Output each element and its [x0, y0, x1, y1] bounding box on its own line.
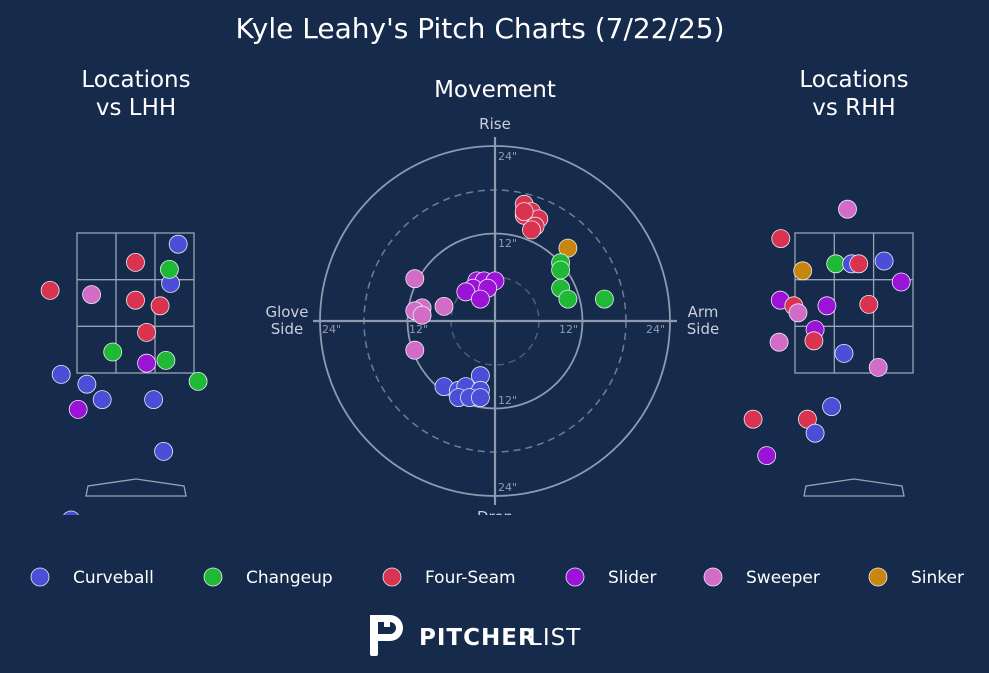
legend-label-curveball: Curveball [73, 568, 154, 588]
pitcherlist-p-icon [370, 615, 403, 656]
ring-label-bottom-24: 24" [498, 481, 517, 494]
pitcherlist-logo: PITCHER LIST [370, 615, 581, 656]
rhh-curveball-point-16 [834, 343, 854, 363]
movement-title: Movement [434, 77, 556, 103]
lhh-four-seam-point-14 [126, 290, 145, 310]
rhh-sweeper-point-10 [788, 303, 808, 323]
movement-changeup-point-12 [595, 289, 614, 309]
rhh-four-seam-point-14 [804, 331, 824, 351]
lhh-curveball-point-5 [144, 390, 164, 410]
lhh-changeup-point-10 [156, 350, 176, 370]
rhh-slider-point-11 [817, 296, 837, 316]
movement-four-seam-point-5 [522, 220, 541, 240]
axis-label-arm-2: Side [687, 320, 719, 338]
lhh-four-seam-point-15 [150, 296, 170, 316]
lhh-curveball-point-6 [154, 441, 174, 461]
chart-title: Kyle Leahy's Pitch Charts (7/22/25) [235, 12, 724, 45]
movement-sweeper-point-25 [405, 340, 425, 360]
movement-slider-point-19 [470, 289, 490, 309]
legend-label-slider: Slider [608, 568, 656, 588]
ring-label-left-24: 24" [322, 323, 341, 336]
movement-sweeper-point-24 [412, 305, 432, 325]
rhh-sweeper-point-15 [769, 332, 789, 352]
rhh-sweeper-point-17 [868, 357, 888, 377]
movement-changeup-point-11 [558, 289, 578, 309]
rhh-slider-point-7 [891, 272, 911, 292]
plot-bottom-mask [0, 515, 989, 673]
rhh-curveball-point-18 [822, 397, 841, 417]
lhh-changeup-point-8 [159, 259, 179, 279]
rhh-changeup-point-2 [826, 254, 846, 274]
rhh-four-seam-point-4 [849, 254, 869, 274]
rhh-home-plate [803, 478, 905, 497]
lhh-points [40, 234, 208, 530]
lhh-title-line1: Locations [81, 67, 190, 93]
lhh-four-seam-point-13 [40, 280, 60, 300]
movement-points [405, 194, 614, 408]
legend-marker-sinker [868, 567, 888, 587]
rhh-sinker-point-6 [793, 261, 813, 281]
movement-grid [313, 137, 677, 505]
movement-changeup-point-9 [551, 260, 570, 280]
lhh-curveball-point-3 [77, 374, 97, 394]
lhh-curveball-point-2 [51, 364, 71, 384]
movement-sweeper-point-20 [405, 269, 425, 289]
lhh-slider-point-17 [137, 353, 157, 373]
ring-label-bottom-12: 12" [498, 394, 517, 407]
legend-marker-slider [565, 567, 585, 587]
legend-label-sweeper: Sweeper [746, 568, 820, 588]
lhh-curveball-point-4 [92, 390, 112, 410]
legend-marker-curveball [30, 567, 50, 587]
lhh-changeup-point-11 [188, 371, 208, 391]
ring-label-top-12: 12" [498, 237, 517, 250]
rhh-curveball-point-5 [874, 251, 894, 271]
axis-label-arm-1: Arm [688, 303, 719, 321]
lhh-changeup-point-9 [103, 342, 123, 362]
brand-light: LIST [529, 625, 581, 651]
ring-label-left-12: 12" [409, 323, 428, 336]
legend-marker-four-seam [382, 567, 402, 587]
rhh-points [743, 199, 911, 466]
legend-label-sinker: Sinker [911, 568, 964, 588]
lhh-curveball-point-0 [168, 234, 188, 254]
rhh-curveball-point-21 [805, 423, 825, 443]
lhh-four-seam-point-12 [126, 252, 145, 272]
ring-label-top-24: 24" [498, 150, 517, 163]
rhh-slider-point-22 [757, 446, 777, 466]
axis-label-rise: Rise [479, 115, 511, 133]
lhh-four-seam-point-16 [137, 322, 157, 342]
lhh-slider-point-18 [68, 399, 88, 419]
movement-curveball-point-33 [470, 388, 490, 408]
axis-label-glove-1: Glove [265, 303, 308, 321]
rhh-strike-zone [794, 232, 914, 374]
rhh-title-line2: vs RHH [812, 95, 895, 121]
lhh-title-line2: vs LHH [96, 95, 176, 121]
lhh-sweeper-point-19 [82, 285, 101, 305]
legend-label-changeup: Changeup [246, 568, 333, 588]
rhh-title-line1: Locations [799, 67, 908, 93]
movement-four-seam-point-6 [514, 202, 534, 222]
rhh-four-seam-point-12 [859, 294, 879, 314]
legend-marker-sweeper [703, 567, 723, 587]
legend-marker-changeup [203, 567, 223, 587]
ring-label-right-12: 12" [559, 323, 578, 336]
lhh-home-plate [85, 478, 187, 497]
legend: Curveball Changeup Four-Seam Slider Sweeper S… [30, 567, 964, 588]
rhh-four-seam-point-1 [771, 229, 791, 249]
rhh-sweeper-point-0 [838, 199, 857, 219]
rhh-four-seam-point-19 [743, 409, 763, 429]
ring-label-right-24: 24" [646, 323, 665, 336]
axis-label-glove-2: Side [271, 320, 303, 338]
movement-sweeper-point-21 [434, 296, 454, 316]
legend-label-four-seam: Four-Seam [425, 568, 516, 588]
brand-bold: PITCHER [419, 625, 537, 651]
